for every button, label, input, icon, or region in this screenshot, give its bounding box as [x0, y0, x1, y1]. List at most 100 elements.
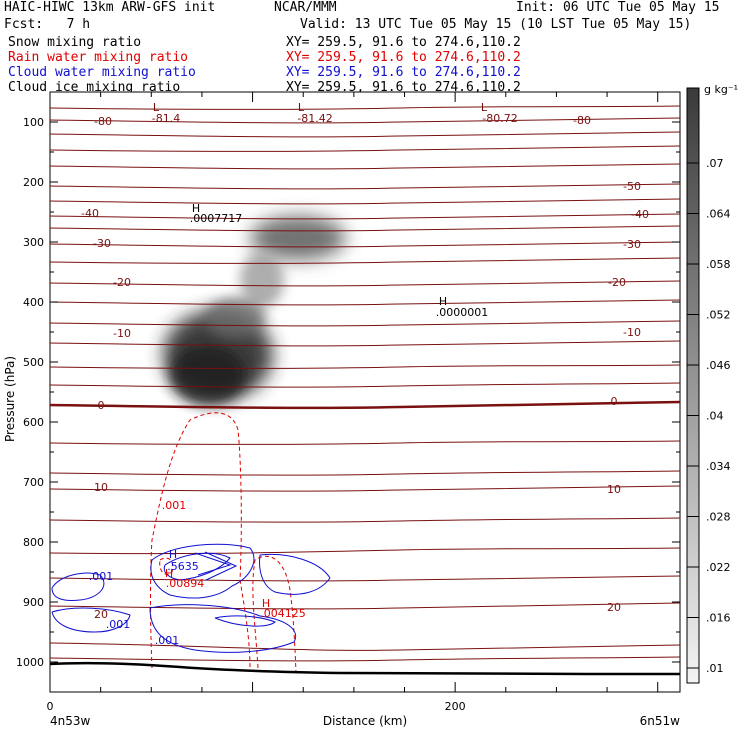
model-title: HAIC-HIWC 13km ARW-GFS init [4, 0, 216, 15]
high-marker: H [439, 295, 447, 308]
y-tick-label: 400 [23, 296, 44, 309]
extrema-labels: L -81.4 L -81.42 L -80.72 H .0007717 H .… [89, 101, 518, 647]
high-value: .004125 [260, 607, 306, 620]
low-marker: L [153, 101, 160, 114]
low-value: -80.72 [482, 112, 517, 125]
temperature-contour [50, 364, 680, 369]
temperature-label: 20 [607, 601, 621, 614]
temperature-contour [50, 241, 680, 248]
field-snow-xy: XY= 259.5, 91.6 to 274.6,110.2 [286, 35, 521, 50]
colorbar-tick-label: .058 [706, 258, 731, 271]
temperature-label: 0 [98, 399, 105, 412]
temperature-contour [50, 117, 680, 124]
temperature-contour [50, 602, 680, 610]
temperature-label: -80 [573, 114, 591, 127]
temperature-contour [50, 198, 680, 205]
temperature-contour [50, 280, 680, 287]
colorbar-tick-label: .064 [706, 208, 731, 221]
y-tick-label: 200 [23, 176, 44, 189]
colorbar: .01 .016 .022 .028 .034 .04 .046 .052 .058 .064 .0… [686, 83, 738, 684]
cloud-water-label: .001 [155, 634, 180, 647]
colorbar-tick-label: .052 [706, 309, 731, 322]
temperature-contour [50, 400, 680, 410]
high-value: .00894 [166, 577, 205, 590]
temperature-label: -40 [81, 207, 99, 220]
rain-contour-label: .001 [162, 499, 187, 512]
x-tick-label: 200 [445, 700, 466, 713]
high-marker: H [169, 548, 177, 561]
temperature-contour [50, 145, 680, 152]
temperature-contour [50, 213, 680, 220]
temperature-label: 10 [607, 483, 621, 496]
field-cloudwater-xy: XY= 259.5, 91.6 to 274.6,110.2 [286, 65, 521, 80]
field-cloudice-xy: XY= 259.5, 91.6 to 274.6,110.2 [286, 80, 521, 95]
temperature-contour [50, 656, 680, 662]
colorbar-tick-label: .04 [706, 410, 724, 423]
temperature-label: -50 [623, 180, 641, 193]
low-marker: L [298, 101, 305, 114]
temperature-labels: -80 -80 -50 -40 -40 -30 -30 -20 -20 -10 -10 0 0 10 10 2… [81, 114, 649, 621]
temperature-contour [50, 183, 680, 190]
temperature-contour [50, 320, 680, 327]
y-tick-label: 300 [23, 236, 44, 249]
x-endpoint-left: 4n53w [50, 714, 91, 728]
y-tick-label: 1000 [16, 656, 44, 669]
rain-water-contours [150, 412, 297, 673]
high-marker: H [192, 202, 200, 215]
y-tick-label: 500 [23, 356, 44, 369]
temperature-contour [50, 340, 680, 347]
temperature-label: 0 [611, 395, 618, 408]
temperature-label: -20 [608, 276, 626, 289]
temperature-contour [50, 517, 680, 523]
temperature-label: 20 [94, 608, 108, 621]
colorbar-tick-label: .022 [706, 561, 731, 574]
temperature-contour [50, 440, 680, 445]
cloud-water-label: .001 [106, 618, 131, 631]
cloud-water-label: .001 [89, 570, 114, 583]
temperature-contour [50, 225, 680, 232]
y-tick-label: 700 [23, 476, 44, 489]
temperature-contour [50, 163, 680, 170]
y-tick-label: 800 [23, 536, 44, 549]
x-axis-title: Distance (km) [323, 714, 407, 728]
temperature-contour [50, 547, 680, 555]
field-cloudwater-name: Cloud water mixing ratio [8, 65, 196, 80]
x-endpoint-right: 6n51w [640, 714, 681, 728]
high-value: .5635 [167, 560, 199, 573]
high-marker: H [262, 597, 270, 610]
temperature-label: -80 [94, 115, 112, 128]
y-tick-label: 100 [23, 116, 44, 129]
colorbar-unit: g kg⁻¹ [704, 83, 738, 96]
temperature-contour [50, 575, 680, 582]
colorbar-tick-label: .07 [706, 157, 724, 170]
init-time: Init: 06 UTC Tue 05 May 15 [516, 0, 720, 15]
temperature-label: 10 [94, 481, 108, 494]
valid-time: Valid: 13 UTC Tue 05 May 15 (10 LST Tue … [300, 17, 692, 32]
colorbar-tick-label: .034 [706, 460, 731, 473]
temperature-contour [50, 299, 680, 306]
field-rain-name: Rain water mixing ratio [8, 50, 189, 65]
temperature-label: -30 [623, 238, 641, 251]
temperature-contour [50, 105, 680, 110]
high-marker: H [165, 567, 173, 580]
field-snow-name: Snow mixing ratio [8, 35, 142, 50]
temperature-contour [50, 257, 680, 264]
temperature-contours [50, 105, 680, 662]
institution-label: NCAR/MMM [274, 0, 337, 15]
x-axis: 0 200 [47, 92, 659, 713]
temperature-contour [50, 485, 680, 492]
colorbar-tick-label: .01 [706, 662, 724, 675]
field-rain-xy: XY= 259.5, 91.6 to 274.6,110.2 [286, 50, 521, 65]
terrain-surface [50, 661, 680, 676]
plot-frame [49, 91, 681, 693]
y-tick-label: 600 [23, 416, 44, 429]
temperature-contour [50, 382, 680, 388]
high-value: .0000001 [436, 306, 489, 319]
low-value: -81.42 [297, 112, 332, 125]
low-marker: L [481, 101, 488, 114]
low-value: -81.4 [152, 112, 180, 125]
cloud-water-contours [51, 543, 331, 653]
y-tick-label: 900 [23, 596, 44, 609]
